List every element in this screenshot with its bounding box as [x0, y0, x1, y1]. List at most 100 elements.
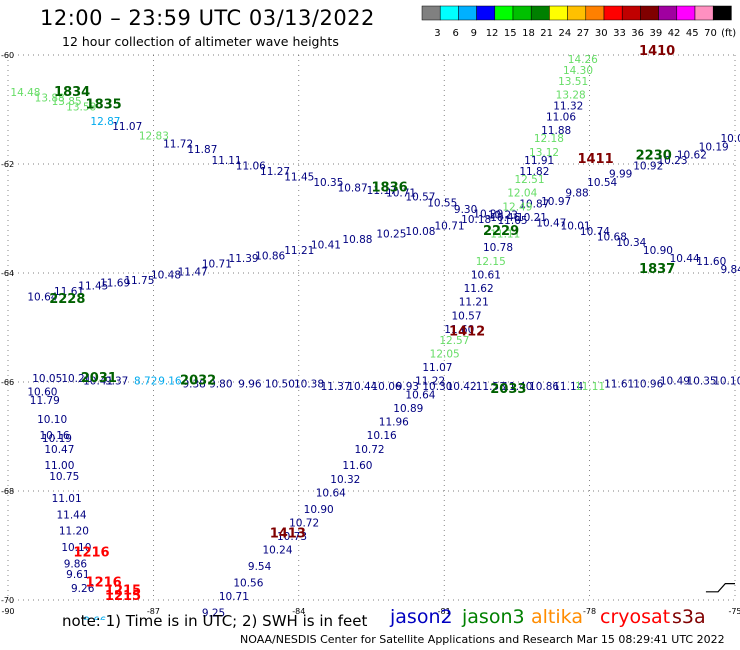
swh-value: 12.05	[430, 348, 460, 360]
swh-value: 11.32	[553, 101, 583, 113]
swh-value: 10.25	[376, 229, 406, 241]
scale-label: 27	[577, 28, 590, 39]
swh-value: 10.90	[304, 504, 334, 516]
track-jason3-ascending: 10.6411.6111.4511.6911.7510.4811.4710.71…	[27, 128, 740, 304]
swh-value: 10.71	[386, 188, 416, 200]
swh-value: 10.05	[32, 373, 62, 385]
swh-value: 10.57	[451, 310, 481, 322]
pass-time-label: 1412	[449, 325, 485, 340]
scale-label: 24	[559, 28, 572, 39]
swh-value: 11.96	[379, 417, 409, 429]
swh-value: 11.61	[54, 286, 84, 298]
scale-label: 18	[522, 28, 535, 39]
swh-value: 12.51	[514, 174, 544, 186]
pass-time-label: 2032	[180, 374, 216, 389]
track-cryosat-1412-line: 14.2614.3013.5113.2811.3211.0611.8812.18…	[202, 54, 598, 619]
wave-height-map: -90 -87 -84 -81 -78 -75 -60 -62 -64 -66 -68 -70 14.4…	[1, 44, 740, 620]
swh-value: 9.93	[396, 381, 419, 393]
swh-value: 11.22	[415, 376, 445, 388]
swh-value: 11.60	[342, 460, 372, 472]
swh-value: 11.72	[163, 139, 193, 151]
pass-time-label: 1216	[73, 545, 109, 560]
swh-value: 9.96	[238, 378, 262, 390]
scale-label: 21	[540, 28, 553, 39]
swh-value: 11.37	[321, 381, 351, 393]
swh-value: 10.78	[483, 242, 513, 254]
swh-value: 11.27	[260, 166, 290, 178]
swh-value: 10.61	[471, 269, 501, 281]
swh-value: 10.71	[202, 259, 232, 271]
swh-value: 10.47	[536, 218, 566, 230]
swh-value: 10.71	[435, 220, 465, 232]
swh-value: 10.89	[393, 403, 423, 415]
lat-tick-label: -60	[1, 51, 14, 60]
swh-value: 11.44	[56, 509, 86, 521]
swh-value: 9.88	[565, 188, 588, 200]
swh-value: 11.11	[490, 229, 520, 241]
swh-value: 14.48	[10, 87, 40, 99]
swh-value: 10.92	[633, 160, 663, 172]
swh-value: 10.16	[40, 430, 70, 442]
legend-jason2: jason2	[390, 606, 453, 628]
swh-value: 9.26	[71, 583, 95, 595]
swh-value: 11.53	[476, 381, 506, 393]
swh-value: 13.88	[35, 92, 65, 104]
legend-cryosat: cryosat	[600, 606, 671, 628]
swh-value: 11.07	[422, 362, 452, 374]
swh-value: 10.72	[289, 517, 319, 529]
pass-time-label: 2228	[49, 292, 85, 307]
swh-value: 10.38	[294, 378, 324, 390]
lon-tick-label: -75	[728, 607, 740, 616]
pass-time-label: 2230	[636, 149, 672, 164]
swh-value: 11.01	[52, 493, 82, 505]
scale-label: 9	[471, 28, 477, 39]
scale-label: 42	[668, 28, 681, 39]
swh-value: 14.26	[568, 54, 598, 66]
swh-value: 11.47	[178, 267, 208, 279]
swh-value: 10.16	[367, 430, 397, 442]
swh-value: 11.07	[112, 121, 142, 133]
swh-value: 9.86	[64, 558, 88, 570]
swh-value: 10.41	[83, 376, 113, 388]
swh-value: 12.18	[534, 133, 564, 145]
swh-value: 11.60	[696, 256, 726, 268]
pass-time-label: 1216	[86, 575, 122, 590]
swh-value: 10.29	[473, 208, 503, 220]
swh-value: 11.91	[524, 155, 554, 167]
swh-value: 13.51	[558, 76, 588, 88]
swh-value: 10.90	[643, 245, 673, 257]
scale-label: 39	[650, 28, 663, 39]
swh-value: 11.45	[78, 280, 108, 292]
swh-value: 10.24	[262, 545, 292, 557]
swh-value: 13.12	[529, 147, 559, 159]
swh-value: 10.08	[405, 226, 435, 238]
lat-tick-label: -70	[1, 596, 14, 605]
swh-value: 11.40	[502, 381, 532, 393]
swh-value: 10.47	[44, 444, 74, 456]
swh-value: 9.61	[66, 569, 89, 581]
swh-value: 8.66	[83, 616, 107, 620]
swh-value: 9.30	[454, 204, 477, 216]
lon-tick-label: -90	[1, 607, 14, 616]
swh-value: 10.21	[61, 373, 91, 385]
lat-tick-label: -62	[1, 160, 14, 169]
swh-value: 10.88	[342, 234, 372, 246]
swh-value: 9.99	[609, 169, 632, 181]
lon-tick-label: -84	[292, 607, 305, 616]
swh-value: 10.41	[311, 239, 341, 251]
color-scale: 3 6 9 12 15 18 21 24 27 30 33 36 39 42 45 70 (ft)	[421, 5, 736, 39]
swh-value: 9.37	[105, 376, 128, 388]
swh-value: 10.96	[633, 378, 663, 390]
swh-value: 12.04	[507, 188, 537, 200]
swh-value: 10.55	[427, 198, 457, 210]
swh-value: 10.60	[27, 387, 57, 399]
swh-value: 10.73	[277, 531, 307, 543]
pass-time-label: 2229	[483, 224, 519, 239]
page-title: 12:00 – 23:59 UTC 03/13/2022	[40, 6, 375, 30]
scale-label: 3	[434, 28, 440, 39]
swh-value: 14.30	[563, 65, 593, 77]
swh-value: 11.20	[59, 526, 89, 538]
swh-value: 10.01	[561, 220, 591, 232]
